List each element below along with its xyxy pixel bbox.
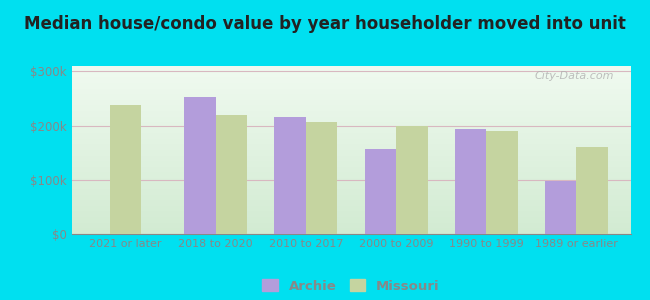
Bar [274,118,306,234]
Legend: Archie, Missouri: Archie, Missouri [257,274,445,298]
Bar [396,126,428,234]
Bar [486,131,518,234]
Text: Median house/condo value by year householder moved into unit: Median house/condo value by year househo… [24,15,626,33]
Bar [365,149,396,234]
Bar [545,181,577,234]
Bar [110,105,142,234]
Bar [306,122,337,234]
Bar [184,98,216,234]
Bar [216,115,247,234]
Bar [577,147,608,234]
Text: City-Data.com: City-Data.com [534,71,614,81]
Bar [455,129,486,234]
